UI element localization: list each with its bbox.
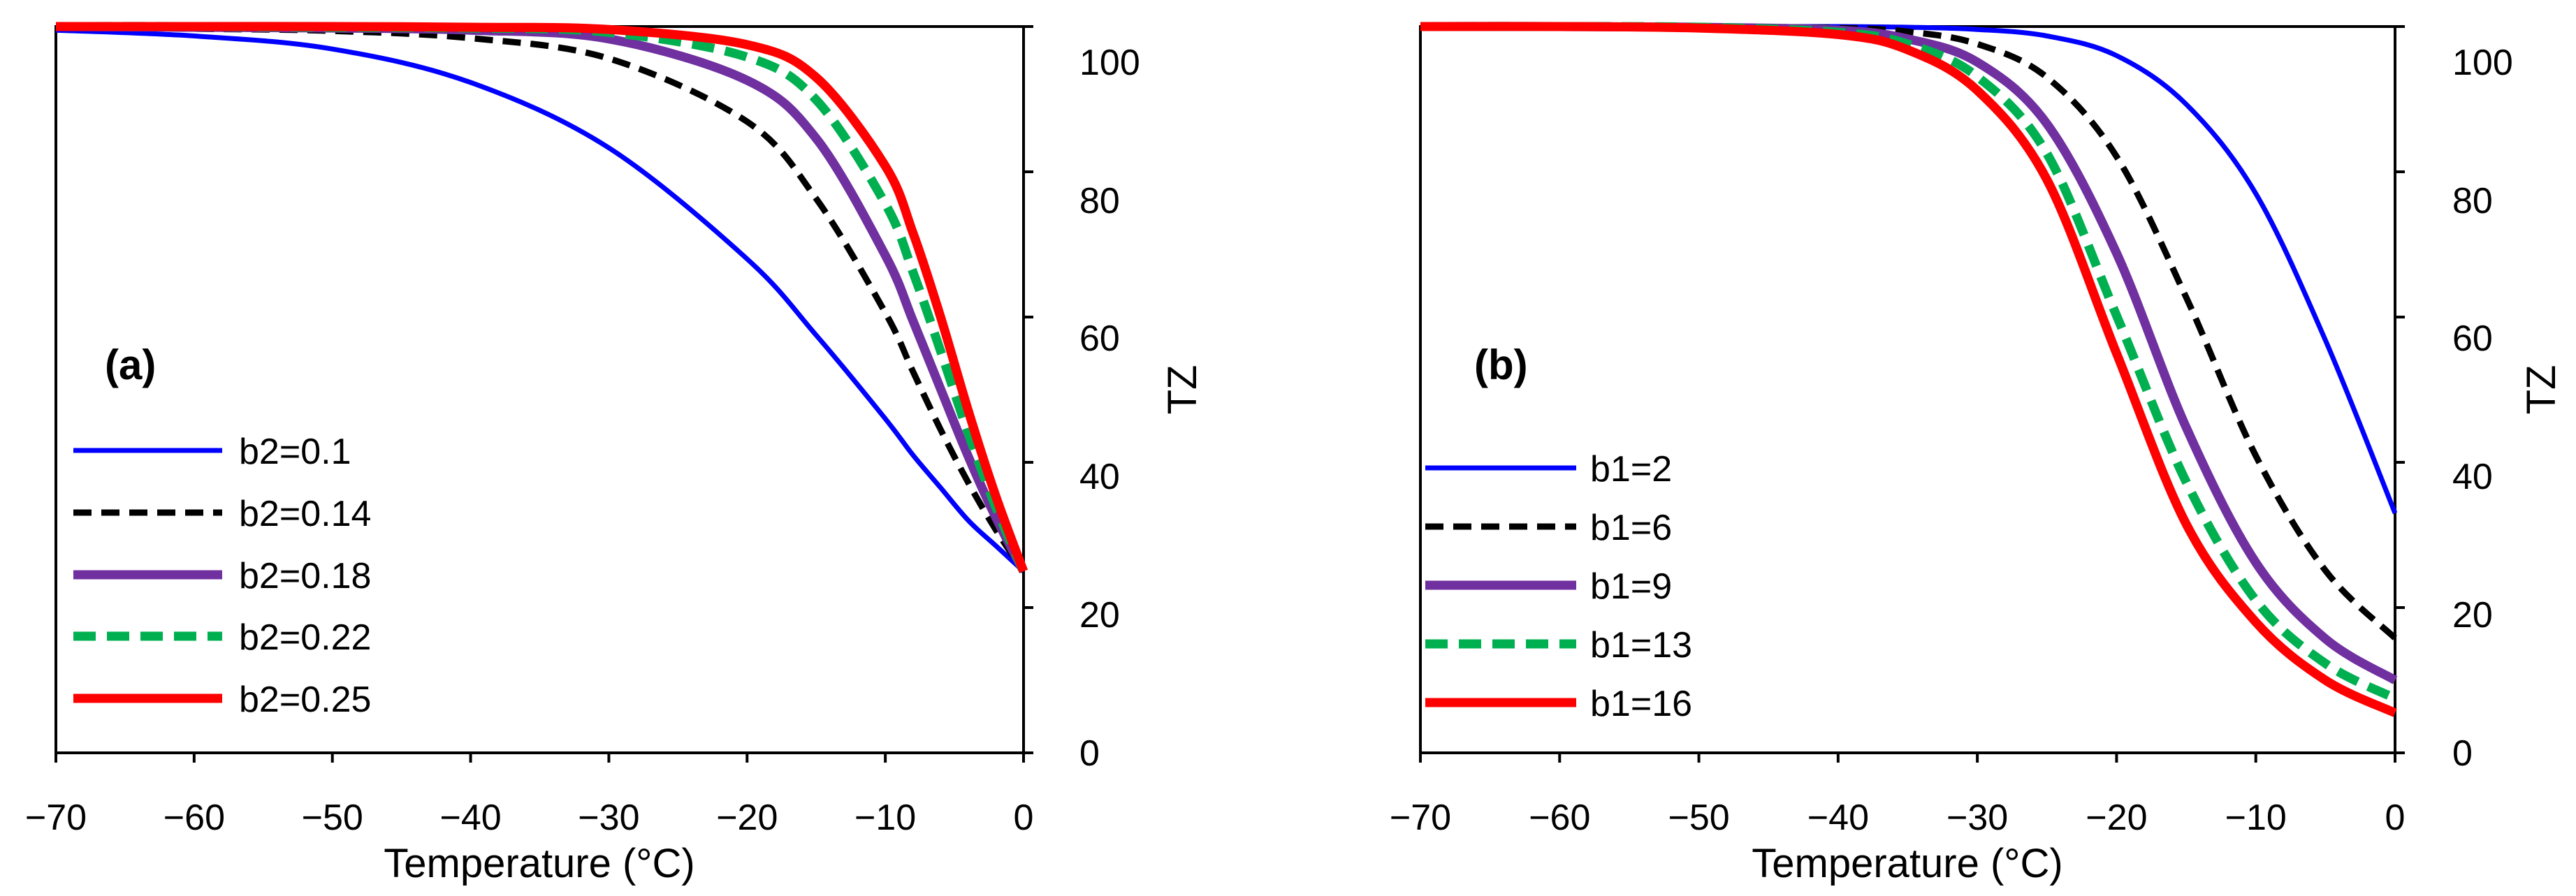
panel-a-x-tick-label: −20 — [716, 798, 778, 838]
panel-a-y-tick-label: 40 — [1079, 457, 1120, 497]
panel-b-x-tick-label: −10 — [2225, 798, 2287, 838]
panel-b-y-tick-label: 20 — [2452, 595, 2493, 636]
panel-a-series-line — [55, 22, 1028, 573]
panel-b-x-tick-label: 0 — [2385, 798, 2406, 838]
panel-a-series-line — [55, 27, 1026, 573]
panel-a: −70 −60 −50 −40 −30 −20 −10 0 0 20 40 60… — [25, 22, 1205, 886]
panel-b-y-tick-label: 60 — [2452, 318, 2493, 359]
panel-b-series-line — [1420, 22, 2397, 703]
panel-b: −70 −60 −50 −40 −30 −20 −10 0 0 20 40 60… — [1390, 22, 2564, 886]
panel-b-series-line — [1420, 22, 2397, 717]
panel-a-x-ticks: −70 −60 −50 −40 −30 −20 −10 0 — [25, 798, 1034, 838]
legend-label: b2=0.1 — [239, 432, 351, 472]
panel-a-x-tick-label: −50 — [302, 798, 363, 838]
panel-b-x-tick-label: −50 — [1668, 798, 1729, 838]
panel-b-y-tick-label: 100 — [2452, 43, 2513, 83]
legend-label: b1=6 — [1590, 508, 1672, 548]
panel-a-y-ticks: 0 20 40 60 80 100 — [1079, 43, 1140, 774]
panel-b-x-tick-label: −20 — [2086, 798, 2147, 838]
panel-a-x-tick-label: −10 — [854, 798, 916, 838]
legend-label: b1=16 — [1590, 684, 1692, 724]
panel-b-y-tick-label: 80 — [2452, 181, 2493, 221]
panel-a-y-axis-title: TZ — [1160, 365, 1205, 415]
panel-b-x-tick-label: −70 — [1390, 798, 1451, 838]
panel-a-x-axis-title: Temperature (°C) — [384, 841, 694, 886]
panel-a-x-tick-label: 0 — [1014, 798, 1034, 838]
panel-b-series-line — [1420, 24, 2398, 515]
panel-a-series-group — [55, 22, 1028, 573]
panel-b-label: (b) — [1474, 341, 1528, 388]
legend-label: b1=2 — [1590, 449, 1672, 490]
legend-label: b1=13 — [1590, 625, 1692, 666]
panel-b-y-tick-label: 0 — [2452, 733, 2473, 774]
panel-b-series-group — [1420, 22, 2398, 717]
panel-a-x-tick-label: −40 — [439, 798, 501, 838]
panel-a-y-tick-label: 100 — [1079, 43, 1140, 83]
panel-a-y-tick-label: 60 — [1079, 318, 1120, 359]
panel-a-plot-frame — [54, 25, 1025, 754]
panel-b-x-ticks: −70 −60 −50 −40 −30 −20 −10 0 — [1390, 798, 2406, 838]
panel-a-x-tick-label: −70 — [25, 798, 87, 838]
panel-b-y-axis-title: TZ — [2519, 365, 2564, 415]
panel-b-legend: b1=2 b1=6 b1=9 b1=13 b1=16 — [1425, 449, 1692, 724]
legend-label: b1=9 — [1590, 566, 1672, 607]
panel-a-label: (a) — [105, 341, 156, 388]
panel-a-y-tick-label: 0 — [1079, 733, 1100, 774]
panel-a-x-tick-label: −30 — [578, 798, 639, 838]
panel-b-y-tick-label: 40 — [2452, 457, 2493, 497]
panel-a-tick-marks — [54, 25, 1033, 763]
legend-label: b2=0.22 — [239, 617, 371, 658]
panel-b-x-axis-title: Temperature (°C) — [1752, 841, 2062, 886]
panel-b-y-ticks: 0 20 40 60 80 100 — [2452, 43, 2513, 774]
panel-b-x-tick-label: −60 — [1529, 798, 1590, 838]
panel-b-x-tick-label: −40 — [1807, 798, 1869, 838]
panel-a-x-tick-label: −60 — [163, 798, 225, 838]
panel-b-x-tick-label: −30 — [1946, 798, 2008, 838]
legend-label: b2=0.25 — [239, 680, 371, 720]
panel-a-legend: b2=0.1 b2=0.14 b2=0.18 b2=0.22 b2=0.25 — [73, 432, 371, 720]
panel-a-y-tick-label: 80 — [1079, 181, 1120, 221]
panel-b-tick-marks — [1419, 25, 2405, 763]
legend-label: b2=0.14 — [239, 494, 371, 534]
legend-label: b2=0.18 — [239, 556, 371, 596]
panel-a-y-tick-label: 20 — [1079, 595, 1120, 636]
